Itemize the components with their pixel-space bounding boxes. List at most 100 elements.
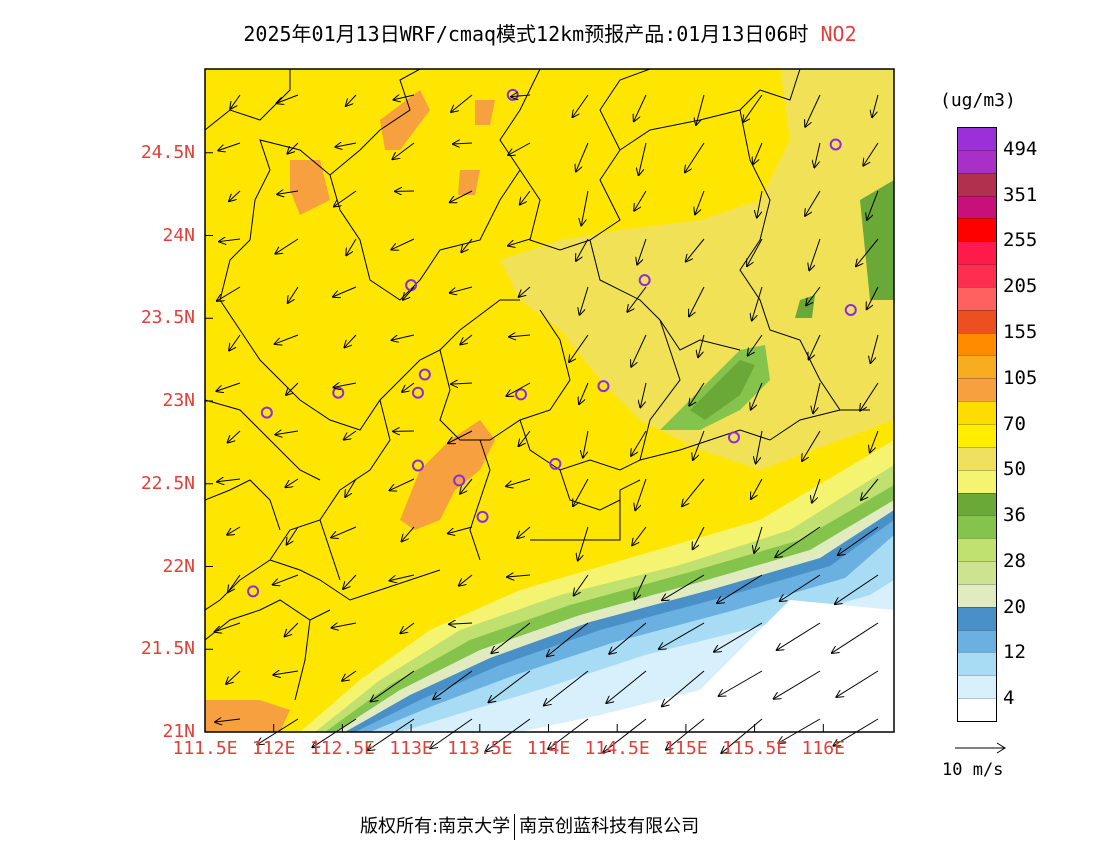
wind-arrow: [285, 622, 299, 636]
wind-arrow: [861, 478, 879, 500]
lon-tick-label: 111.5E: [172, 738, 238, 759]
wind-arrow: [275, 431, 299, 435]
site-marker: [727, 431, 740, 444]
wind-arrow: [257, 718, 299, 744]
wind-arrow: [576, 142, 589, 172]
wind-arrow: [491, 622, 531, 653]
wind-arrow: [230, 94, 241, 109]
lat-tick-label: 24.5N: [140, 141, 195, 163]
wind-arrow: [627, 286, 647, 312]
wind-arrow: [635, 574, 647, 599]
wind-arrow: [217, 286, 241, 301]
wind-arrow: [583, 430, 589, 458]
colorbar-swatch: [958, 218, 996, 242]
colorbar: [957, 127, 997, 722]
colorbar-label: 205: [1003, 275, 1038, 298]
lat-tick-label: 23.5N: [140, 307, 195, 329]
wind-arrow: [640, 382, 647, 407]
wind-arrow: [287, 526, 299, 545]
colorbar-label: 255: [1003, 229, 1038, 252]
title-main: 2025年01月13日WRF/cmaq模式12km预报产品:01月13日06时: [243, 22, 809, 46]
wind-arrow: [509, 335, 531, 337]
wind-arrow: [695, 190, 705, 214]
colorbar-swatch: [958, 538, 996, 562]
wind-arrow: [402, 526, 415, 541]
colorbar-label: 351: [1003, 183, 1038, 206]
wind-arrow: [569, 334, 589, 362]
wind-arrow: [780, 574, 821, 601]
wind-arrow: [331, 526, 357, 538]
lon-tick-label: 116E: [801, 738, 845, 759]
wind-arrow: [802, 430, 821, 461]
wind-arrow: [573, 478, 589, 506]
site-marker: [844, 303, 857, 316]
wind-arrow: [333, 286, 357, 297]
wind-arrow: [216, 382, 241, 391]
wind-arrow: [693, 430, 705, 460]
wind-arrow: [486, 718, 531, 751]
wind-arrow: [277, 191, 299, 194]
wind-arrow: [488, 670, 531, 702]
wind-arrow: [666, 718, 705, 750]
wind-arrow: [832, 622, 879, 653]
wind-arrow: [751, 478, 763, 499]
wind-arrow: [433, 670, 473, 699]
wind-arrow: [689, 382, 705, 406]
wind-arrow: [856, 238, 879, 266]
no2-field-orange: [400, 420, 495, 530]
wind-arrow: [453, 143, 473, 144]
wind-arrow: [346, 238, 357, 255]
colorbar-swatch: [958, 332, 996, 356]
site-marker: [411, 459, 424, 472]
wind-arrow: [574, 574, 589, 595]
site-marker: [549, 457, 562, 470]
wind-arrow: [285, 478, 299, 487]
vector-reference-label: 10 m/s: [942, 760, 1004, 780]
colorbar-label: 4: [1003, 687, 1015, 710]
colorbar-unit: (ug/m3): [940, 90, 1016, 111]
colorbar-swatch: [958, 629, 996, 653]
wind-arrow: [507, 575, 531, 577]
colorbar-label: 105: [1003, 366, 1038, 389]
lon-tick-label: 113E: [389, 738, 433, 759]
colorbar-swatch: [958, 378, 996, 402]
wind-arrow: [312, 718, 357, 747]
wind-arrow: [603, 718, 647, 752]
wind-arrow: [632, 526, 647, 545]
wind-arrow: [631, 430, 647, 456]
wind-arrow: [460, 478, 473, 494]
colorbar-label: 20: [1003, 595, 1026, 618]
wind-arrow: [461, 238, 473, 252]
wind-arrow: [219, 239, 241, 242]
wind-arrow: [659, 622, 705, 649]
wind-arrow: [227, 526, 241, 535]
wind-arrow: [400, 622, 415, 633]
site-marker: [260, 406, 273, 419]
lat-tick-label: 24N: [162, 224, 195, 246]
wind-arrow: [634, 190, 647, 211]
site-marker: [418, 368, 431, 381]
colorbar-label: 155: [1003, 320, 1038, 343]
wind-arrow: [228, 574, 241, 592]
wind-arrow: [229, 334, 241, 351]
wind-arrow: [215, 719, 241, 722]
wind-arrow: [635, 478, 647, 510]
wind-arrow: [833, 718, 879, 746]
lon-tick-label: 115.5E: [722, 738, 788, 759]
wind-arrow: [662, 574, 705, 600]
wind-arrow: [809, 238, 821, 270]
colorbar-swatch: [958, 149, 996, 173]
wind-arrow: [517, 526, 531, 538]
lat-tick-label: 22.5N: [140, 472, 195, 494]
wind-arrow: [714, 622, 763, 652]
wind-arrow: [451, 94, 473, 112]
site-marker: [597, 380, 610, 393]
wind-arrow: [511, 95, 531, 97]
wind-arrow: [870, 430, 879, 452]
wind-arrow: [277, 94, 299, 103]
wind-arrow: [809, 334, 821, 359]
wind-arrow: [288, 286, 299, 303]
wind-arrow: [639, 142, 647, 175]
lat-tick-label: 21.5N: [140, 638, 195, 660]
